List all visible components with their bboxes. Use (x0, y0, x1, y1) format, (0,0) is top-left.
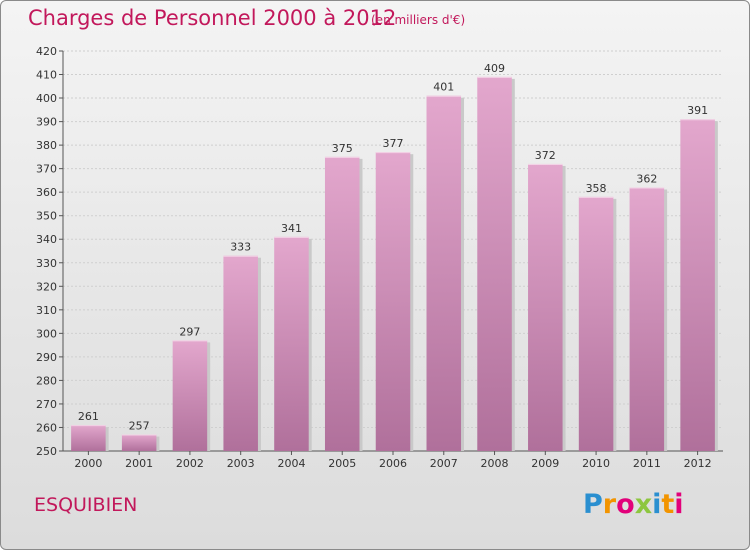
logo-letter: i (652, 489, 662, 520)
x-tick-label: 2003 (227, 457, 255, 470)
commune-name: ESQUIBIEN (34, 494, 138, 516)
x-tick-label: 2005 (328, 457, 356, 470)
y-tick-label: 280 (36, 374, 57, 387)
x-tick-label: 2004 (277, 457, 305, 470)
data-label: 372 (535, 149, 556, 162)
y-tick-label: 390 (36, 116, 57, 129)
y-tick-label: 310 (36, 304, 57, 317)
proxiti-logo: Proxiti (583, 489, 684, 520)
x-tick-label: 2002 (176, 457, 204, 470)
y-tick-label: 330 (36, 257, 57, 270)
logo-letter: t (661, 489, 675, 520)
y-tick-label: 380 (36, 139, 57, 152)
bar (274, 236, 309, 451)
logo-letter: o (616, 489, 635, 520)
bar (629, 187, 665, 451)
data-label: 358 (586, 182, 607, 195)
data-label: 333 (230, 241, 251, 254)
y-tick-label: 260 (36, 421, 57, 434)
data-label: 375 (332, 142, 353, 155)
chart-subtitle: (en milliers d'€) (371, 13, 466, 27)
logo-letter: x (634, 489, 653, 520)
x-tick-label: 2011 (633, 457, 661, 470)
y-tick-label: 270 (36, 398, 57, 411)
bar (426, 95, 462, 452)
logo-letter: i (674, 489, 684, 520)
y-tick-label: 410 (36, 69, 57, 82)
y-tick-label: 340 (36, 233, 57, 246)
data-label: 391 (687, 104, 708, 117)
x-tick-label: 2007 (430, 457, 458, 470)
y-tick-label: 290 (36, 351, 57, 364)
data-label: 401 (433, 81, 454, 94)
logo-letter: r (602, 489, 617, 520)
data-label: 257 (129, 420, 150, 433)
data-label: 362 (636, 172, 657, 185)
y-tick-label: 300 (36, 327, 57, 340)
bar (578, 196, 614, 451)
y-tick-label: 350 (36, 210, 57, 223)
data-label: 297 (179, 325, 200, 338)
bar (172, 340, 208, 451)
labels: 261 2000 257 2001 297 2002 333 2003 341 2004 375 20… (74, 62, 711, 470)
bar (477, 76, 512, 451)
bar (528, 163, 563, 452)
y-tick-label: 250 (36, 445, 57, 458)
chart-title: Charges de Personnel 2000 à 2012 (28, 6, 397, 30)
bar (223, 255, 258, 451)
data-label: 261 (78, 410, 99, 423)
y-tick-label: 320 (36, 280, 57, 293)
y-tick-label: 400 (36, 92, 57, 105)
y-tick-label: 360 (36, 186, 57, 199)
bars (71, 76, 718, 452)
x-tick-label: 2010 (582, 457, 610, 470)
x-tick-label: 2001 (125, 457, 153, 470)
bar (324, 156, 360, 451)
bar (121, 434, 157, 451)
bar (680, 119, 715, 451)
x-tick-label: 2012 (684, 457, 712, 470)
x-tick-label: 2006 (379, 457, 407, 470)
x-tick-label: 2008 (481, 457, 509, 470)
bar (375, 152, 411, 452)
data-label: 341 (281, 222, 302, 235)
y-tick-label: 370 (36, 163, 57, 176)
x-tick-label: 2009 (531, 457, 559, 470)
data-label: 409 (484, 62, 505, 75)
y-tick-label: 420 (36, 45, 57, 58)
bar (71, 425, 106, 451)
data-label: 377 (383, 137, 404, 150)
x-tick-label: 2000 (74, 457, 102, 470)
logo-letter: P (583, 489, 603, 520)
